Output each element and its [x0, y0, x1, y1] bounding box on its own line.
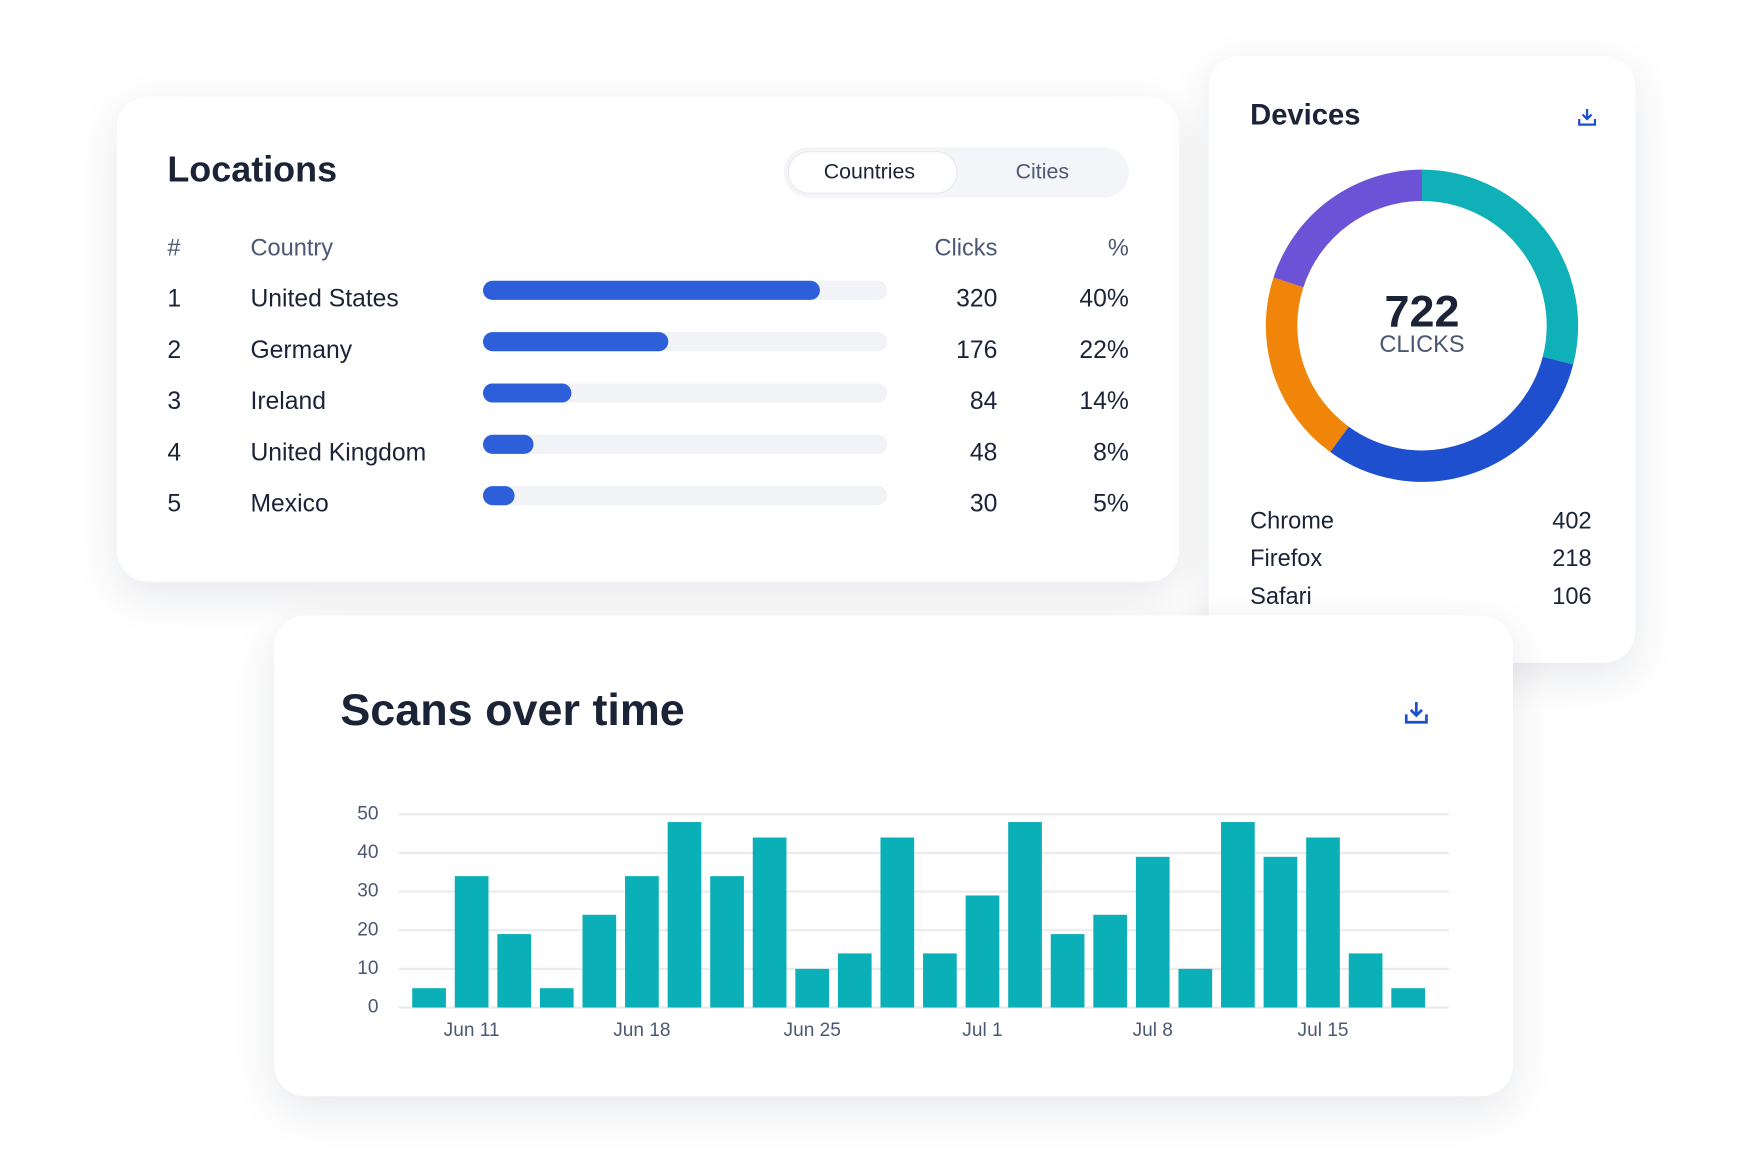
bar: [1348, 953, 1383, 1008]
donut-segment: [1421, 169, 1579, 365]
bar: [582, 914, 617, 1008]
bar: [454, 876, 489, 1008]
bar: [482, 486, 515, 506]
bar: [667, 822, 702, 1008]
bar: [1008, 822, 1042, 1008]
bar: [837, 953, 872, 1008]
rank: 2: [167, 337, 181, 364]
x-tick-label: Jun 25: [784, 1020, 841, 1041]
download-icon[interactable]: [1578, 108, 1597, 126]
y-tick-label: 40: [357, 842, 378, 863]
country: United Kingdom: [250, 439, 426, 466]
clicks: 48: [970, 439, 997, 466]
donut-segment: [1330, 356, 1574, 482]
device-clicks: 218: [1552, 545, 1591, 571]
bar: [752, 837, 787, 1008]
x-tick-label: Jul 8: [1133, 1020, 1173, 1041]
device-clicks: 106: [1552, 583, 1591, 609]
clicks: 84: [970, 388, 998, 415]
bar: [625, 876, 659, 1008]
bar: [482, 332, 669, 352]
bar: [482, 280, 820, 300]
rank: 3: [167, 388, 181, 415]
tab[interactable]: Cities: [1016, 160, 1069, 184]
y-tick-label: 10: [357, 958, 378, 979]
locations-card: Locations Countries Cities # Country Cli…: [116, 96, 1180, 582]
bar: [923, 953, 957, 1008]
percent: 14%: [1079, 388, 1128, 415]
bar: [1391, 988, 1426, 1008]
bar: [965, 895, 1000, 1008]
bar-track: [482, 383, 888, 403]
bar: [710, 876, 744, 1008]
x-tick-label: Jun 11: [444, 1020, 500, 1041]
donut-segment: [1265, 277, 1349, 453]
rank: 4: [167, 439, 181, 466]
y-tick-label: 50: [357, 803, 378, 824]
device-clicks: 402: [1552, 508, 1591, 534]
bar: [482, 383, 572, 403]
bar: [880, 837, 915, 1008]
total: 722: [1385, 285, 1460, 336]
devices-card: Devices 722 CLICKS Chrome 402 Firefox 218 Sa…: [1208, 56, 1636, 663]
clicks: 30: [970, 491, 997, 518]
clicks: 320: [956, 285, 997, 312]
rank: 1: [167, 285, 181, 312]
x-tick-label: Jun 18: [613, 1020, 670, 1041]
country: Ireland: [250, 388, 326, 415]
donut-segment: [1273, 169, 1423, 288]
bar: [1135, 856, 1170, 1008]
bar-track: [482, 434, 888, 454]
bar: [412, 988, 446, 1008]
column-header: %: [1108, 235, 1129, 261]
column-header: Country: [250, 235, 333, 261]
bar: [1263, 856, 1298, 1008]
x-tick-label: Jul 15: [1298, 1020, 1349, 1041]
card-title: Locations: [167, 148, 337, 189]
country: United States: [250, 285, 398, 312]
bar: [1178, 968, 1213, 1008]
y-tick-label: 30: [357, 881, 378, 902]
country: Mexico: [250, 491, 328, 518]
device-name: Chrome: [1250, 508, 1334, 534]
bar: [1221, 822, 1255, 1008]
bar: [795, 968, 830, 1008]
card-title: Scans over time: [340, 684, 684, 735]
scans-card: Scans over time 0 10 20 30 40 50 Jun 11 Jun 18 J…: [274, 615, 1513, 1097]
tab-active[interactable]: [787, 151, 958, 194]
percent: 8%: [1093, 439, 1129, 466]
bar: [539, 988, 574, 1008]
device-name: Firefox: [1250, 545, 1322, 571]
devices-panel: Devices 722 CLICKS Chrome 402 Firefox 218 Sa…: [1250, 100, 1597, 609]
scans-panel: Scans over time 0 10 20 30 40 50 Jun 11 Jun 18 J…: [340, 684, 1449, 1041]
rank: 5: [167, 491, 181, 518]
bar-track: [482, 486, 888, 506]
column-header: #: [167, 235, 180, 261]
clicks: 176: [956, 337, 997, 364]
y-tick-label: 20: [357, 919, 378, 940]
percent: 22%: [1079, 337, 1128, 364]
tab[interactable]: Countries: [824, 160, 915, 184]
bar: [497, 934, 532, 1008]
y-tick-label: 0: [368, 997, 379, 1018]
locations-panel: Locations Countries Cities # Country Cli…: [167, 147, 1129, 518]
total-label: CLICKS: [1379, 331, 1464, 357]
bar: [1050, 934, 1085, 1008]
bar: [1306, 837, 1340, 1008]
bar: [482, 434, 534, 454]
download-icon[interactable]: [1404, 702, 1428, 724]
card-title: Devices: [1250, 100, 1360, 132]
percent: 40%: [1079, 285, 1128, 312]
column-header: Clicks: [935, 235, 998, 261]
device-name: Safari: [1250, 583, 1312, 609]
country: Germany: [250, 337, 352, 364]
x-tick-label: Jul 1: [962, 1020, 1002, 1041]
bar: [1093, 914, 1128, 1008]
percent: 5%: [1093, 491, 1129, 518]
